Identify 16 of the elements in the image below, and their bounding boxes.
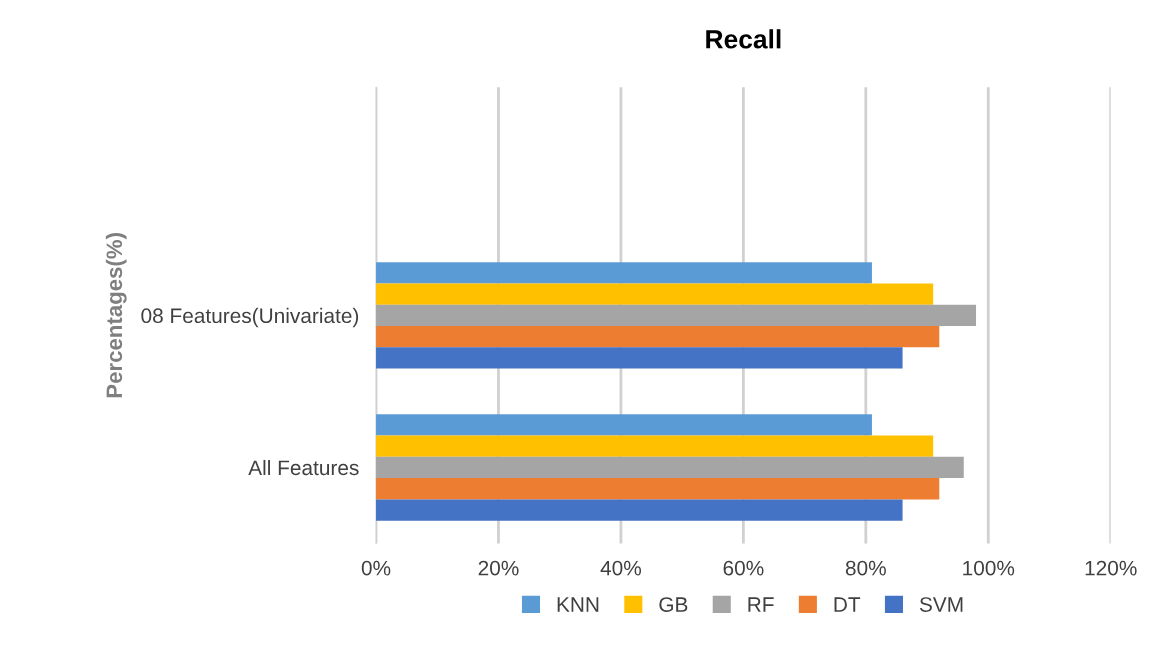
x-tick-label: 120% bbox=[1085, 560, 1137, 576]
y-tick-label: All Features bbox=[248, 459, 359, 476]
y-tick-label: 08 Features(Univariate) bbox=[141, 307, 359, 328]
legend-label: GB bbox=[659, 597, 688, 612]
x-tick-label: 40% bbox=[600, 560, 642, 576]
chart-title: Recall bbox=[706, 29, 781, 49]
legend-label: KNN bbox=[557, 597, 599, 612]
x-tick-label: 100% bbox=[963, 560, 1015, 576]
legend-label: DT bbox=[834, 597, 861, 612]
x-tick-label: 0% bbox=[361, 560, 391, 576]
legend-label: RF bbox=[748, 597, 774, 612]
x-tick-label: 20% bbox=[478, 560, 519, 576]
x-tick-label: 80% bbox=[845, 560, 886, 576]
y-axis-title: Percentages(%) bbox=[105, 233, 127, 398]
legend-label: SVM bbox=[919, 597, 963, 612]
x-tick-label: 60% bbox=[723, 560, 764, 576]
